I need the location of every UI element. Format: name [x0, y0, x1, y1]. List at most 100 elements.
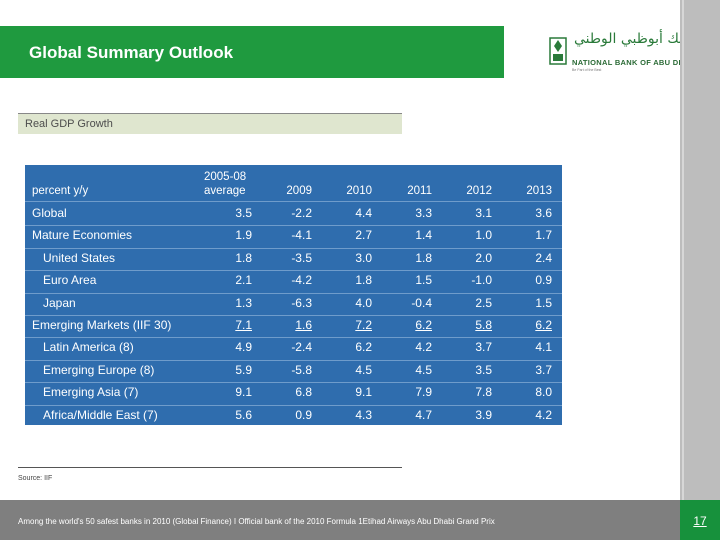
table-cell: 6.8 [295, 385, 312, 400]
table-row-divider [25, 225, 562, 227]
table-cell: 0.9 [295, 407, 312, 422]
table-cell: 3.7 [535, 362, 552, 377]
table-cell: -3.5 [291, 250, 312, 265]
footer-bar [0, 500, 680, 540]
table-cell: 1.4 [415, 228, 432, 243]
logo-arabic-text: بنك أبوظبي الوطني [574, 31, 688, 47]
table-cell: 2.7 [355, 228, 372, 243]
table-cell: 7.2 [355, 318, 372, 332]
table-header-label: percent y/y [32, 185, 89, 197]
logo [504, 26, 680, 78]
table-row-label: Japan [43, 295, 76, 310]
table-row-label: United States [43, 250, 116, 265]
table-row-label: Euro Area [43, 273, 97, 288]
table-cell: 6.2 [355, 340, 372, 355]
table-cell: 2.4 [535, 250, 552, 265]
table-row-divider [25, 315, 562, 316]
table-cell: 1.8 [415, 250, 432, 265]
table-row-divider [25, 337, 562, 339]
table-row-label: Emerging Europe (8) [43, 362, 155, 377]
table-row-label: Latin America (8) [43, 340, 134, 355]
table-row-label: Global [32, 206, 67, 220]
table-cell: 3.5 [235, 206, 252, 220]
table-cell: 3.9 [475, 407, 492, 422]
gdp-table [25, 165, 562, 425]
table-cell: 1.6 [295, 318, 312, 332]
table-row-divider [25, 404, 562, 406]
right-margin-strip [680, 0, 720, 540]
table-cell: 5.8 [475, 318, 492, 332]
table-cell: 5.9 [235, 362, 252, 377]
table-column-header: 2011 [407, 185, 432, 197]
top-margin [0, 0, 680, 26]
table-cell: 2.1 [235, 273, 252, 288]
table-row-divider [25, 382, 562, 384]
table-cell: 3.5 [475, 362, 492, 377]
table-row-label: Africa/Middle East (7) [43, 407, 158, 422]
source-rule [18, 467, 402, 468]
source-note: Source: IIF [18, 475, 53, 482]
table-cell: 1.8 [355, 273, 372, 288]
table-cell: -2.4 [291, 340, 312, 355]
table-cell: 3.0 [355, 250, 372, 265]
section-top-rule [18, 113, 402, 114]
header-bar [0, 26, 504, 78]
right-margin-divider [682, 0, 684, 540]
table-cell: 1.9 [235, 228, 252, 243]
table-cell: 1.0 [475, 228, 492, 243]
table-cell: 7.9 [415, 385, 432, 400]
table-column-header: 2005-08 average [204, 171, 247, 197]
table-cell: 9.1 [235, 385, 252, 400]
table-cell: -2.2 [291, 206, 312, 220]
logo-tagline: Be Part of the Best [572, 68, 602, 72]
table-cell: 4.7 [415, 407, 432, 422]
table-header-divider [25, 201, 562, 202]
table-cell: 3.3 [415, 206, 432, 220]
section-label: Real GDP Growth [25, 118, 113, 130]
table-row-label: Emerging Asia (7) [43, 385, 139, 400]
table-cell: 4.4 [355, 206, 372, 220]
table-row-divider [25, 359, 562, 361]
page-number-box [680, 500, 720, 540]
footer-text: Among the world's 50 safest banks in 201… [18, 517, 495, 526]
table-cell: 1.3 [235, 295, 252, 310]
table-cell: 4.5 [355, 362, 372, 377]
table-cell: 4.3 [355, 407, 372, 422]
table-cell: 6.2 [415, 318, 432, 332]
table-column-header: 2010 [346, 185, 372, 197]
table-cell: 1.7 [535, 228, 552, 243]
table-cell: -1.0 [471, 273, 492, 288]
table-cell: 4.5 [415, 362, 432, 377]
table-row-divider [25, 247, 562, 249]
table-cell: 4.2 [415, 340, 432, 355]
page-number[interactable]: 17 [693, 514, 707, 528]
table-cell: 7.8 [475, 385, 492, 400]
table-cell: 5.6 [235, 407, 252, 422]
table-cell: 2.5 [475, 295, 492, 310]
table-cell: -4.2 [291, 273, 312, 288]
table-column-header: 2009 [286, 185, 312, 197]
table-column-header: 2012 [466, 185, 492, 197]
logo-english-text: NATIONAL BANK OF ABU DHABI [572, 58, 698, 67]
table-cell: 6.2 [535, 318, 552, 332]
table-cell: 8.0 [535, 385, 552, 400]
table-column-header: 2013 [526, 185, 552, 197]
table-cell: 4.0 [355, 295, 372, 310]
table-cell: -0.4 [411, 295, 432, 310]
table-cell: -6.3 [291, 295, 312, 310]
table-cell: 1.8 [235, 250, 252, 265]
section-header [18, 114, 402, 134]
table-row-label: Mature Economies [32, 228, 133, 243]
table-row-divider [25, 292, 562, 294]
table-cell: 4.2 [535, 407, 552, 422]
page-title: Global Summary Outlook [29, 43, 234, 62]
table-cell: 3.1 [475, 206, 492, 220]
table-cell: 1.5 [535, 295, 552, 310]
table-cell: 3.7 [475, 340, 492, 355]
table-cell: 4.1 [535, 340, 552, 355]
bank-emblem-icon [549, 37, 567, 65]
table-cell: 0.9 [535, 273, 552, 288]
table-cell: 2.0 [475, 250, 492, 265]
table-cell: 3.6 [535, 206, 552, 220]
table-cell: 1.5 [415, 273, 432, 288]
